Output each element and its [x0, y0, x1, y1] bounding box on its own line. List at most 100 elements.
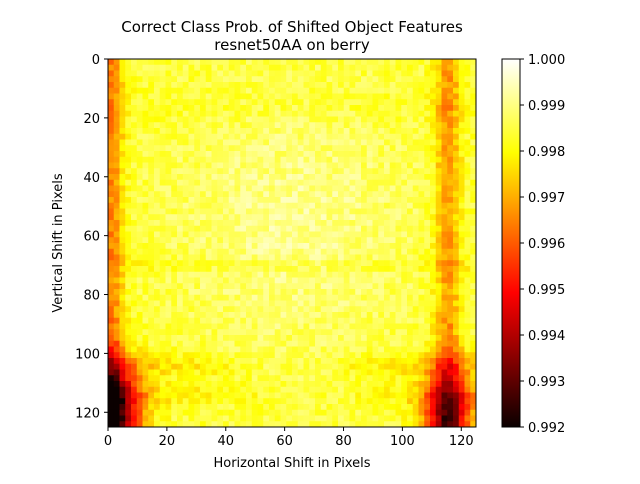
heatmap-cell: [418, 409, 425, 416]
heatmap-cell: [251, 340, 258, 347]
heatmap-cell: [228, 392, 235, 399]
heatmap-cell: [211, 99, 218, 106]
heatmap-cell: [292, 87, 299, 94]
heatmap-cell: [366, 329, 373, 336]
heatmap-cell: [343, 231, 350, 238]
heatmap-cell: [435, 214, 442, 221]
heatmap-cell: [343, 162, 350, 169]
heatmap-cell: [269, 306, 276, 313]
heatmap-cell: [441, 208, 448, 215]
heatmap-cell: [309, 386, 316, 393]
heatmap-cell: [194, 70, 201, 77]
heatmap-cell: [108, 162, 115, 169]
heatmap-cell: [125, 335, 132, 342]
heatmap-cell: [136, 214, 143, 221]
heatmap-cell: [200, 352, 207, 359]
heatmap-cell: [384, 168, 391, 175]
heatmap-cell: [182, 133, 189, 140]
heatmap-cell: [251, 168, 258, 175]
heatmap-cell: [228, 220, 235, 227]
heatmap-cell: [326, 335, 333, 342]
heatmap-cell: [303, 271, 310, 278]
heatmap-cell: [343, 358, 350, 365]
heatmap-cell: [464, 283, 471, 290]
heatmap-cell: [286, 375, 293, 382]
heatmap-cell: [194, 231, 201, 238]
heatmap-cell: [136, 208, 143, 215]
heatmap-cell: [332, 87, 339, 94]
heatmap-cell: [464, 323, 471, 330]
heatmap-cell: [125, 363, 132, 370]
heatmap-cell: [269, 174, 276, 181]
heatmap-cell: [430, 179, 437, 186]
heatmap-cell: [269, 122, 276, 129]
heatmap-cell: [384, 220, 391, 227]
heatmap-cell: [372, 162, 379, 169]
heatmap-cell: [326, 306, 333, 313]
heatmap-cell: [372, 294, 379, 301]
heatmap-cell: [309, 116, 316, 123]
heatmap-cell: [326, 237, 333, 244]
heatmap-cell: [223, 87, 230, 94]
heatmap-cell: [269, 237, 276, 244]
heatmap-cell: [292, 99, 299, 106]
heatmap-cell: [320, 323, 327, 330]
heatmap-cell: [315, 392, 322, 399]
heatmap-cell: [280, 93, 287, 100]
heatmap-cell: [361, 168, 368, 175]
heatmap-cell: [240, 133, 247, 140]
heatmap-cell: [320, 346, 327, 353]
heatmap-cell: [131, 110, 138, 117]
heatmap-cell: [309, 369, 316, 376]
heatmap-cell: [361, 185, 368, 192]
heatmap-cell: [326, 151, 333, 158]
heatmap-cell: [165, 128, 172, 135]
heatmap-cell: [177, 133, 184, 140]
heatmap-cell: [407, 174, 414, 181]
heatmap-cell: [470, 352, 477, 359]
heatmap-cell: [159, 329, 166, 336]
heatmap-cell: [113, 254, 120, 261]
heatmap-cell: [108, 93, 115, 100]
heatmap-cell: [171, 369, 178, 376]
heatmap-cell: [182, 225, 189, 232]
heatmap-cell: [395, 191, 402, 198]
heatmap-cell: [424, 346, 431, 353]
heatmap-cell: [136, 162, 143, 169]
heatmap-cell: [361, 76, 368, 83]
heatmap-cell: [395, 358, 402, 365]
heatmap-cell: [148, 312, 155, 319]
heatmap-cell: [453, 346, 460, 353]
heatmap-cell: [309, 283, 316, 290]
heatmap-cell: [205, 99, 212, 106]
colorbar-tick-label: 0.996: [528, 237, 565, 252]
heatmap-cell: [303, 133, 310, 140]
heatmap-cell: [424, 162, 431, 169]
heatmap-cell: [378, 323, 385, 330]
heatmap-cell: [361, 139, 368, 146]
heatmap-cell: [326, 122, 333, 129]
heatmap-cell: [223, 145, 230, 152]
heatmap-cell: [234, 105, 241, 112]
heatmap-cell: [326, 260, 333, 267]
heatmap-cell: [223, 386, 230, 393]
heatmap-cell: [177, 415, 184, 422]
heatmap-cell: [286, 340, 293, 347]
heatmap-cell: [251, 352, 258, 359]
heatmap-cell: [280, 87, 287, 94]
heatmap-cell: [223, 237, 230, 244]
heatmap-cell: [154, 128, 161, 135]
heatmap-cell: [384, 277, 391, 284]
heatmap-cell: [286, 260, 293, 267]
heatmap-cell: [223, 214, 230, 221]
heatmap-cell: [171, 415, 178, 422]
heatmap-cell: [407, 375, 414, 382]
heatmap-cell: [464, 335, 471, 342]
heatmap-cell: [263, 168, 270, 175]
heatmap-cell: [119, 277, 126, 284]
heatmap-cell: [217, 340, 224, 347]
heatmap-cell: [435, 398, 442, 405]
heatmap-cell: [280, 358, 287, 365]
heatmap-cell: [395, 197, 402, 204]
heatmap-cell: [412, 243, 419, 250]
